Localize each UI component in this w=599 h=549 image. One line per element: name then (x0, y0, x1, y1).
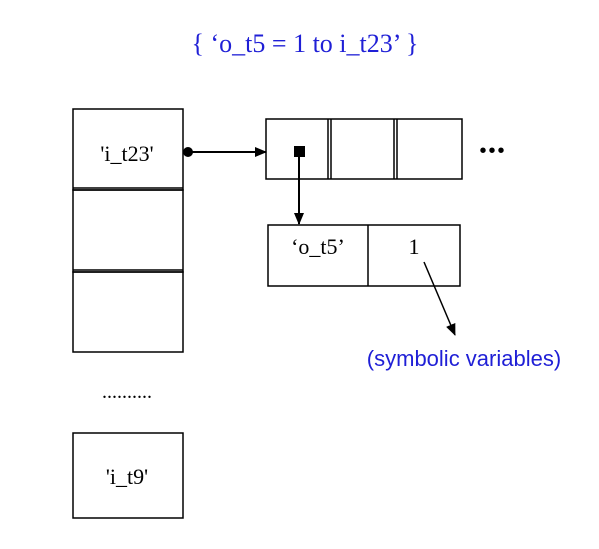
hash-last-cell: 'i_t9' (72, 432, 184, 519)
hash-cell-label: 'i_t23' (100, 141, 153, 166)
hash-last-cell-label: 'i_t9' (106, 464, 148, 489)
slot-array (265, 118, 463, 180)
pair-frame (267, 224, 461, 287)
diagram-title: { ‘o_t5 = 1 to i_t23’ } (192, 29, 419, 58)
array-frame (265, 118, 463, 180)
annotation-arrow (423, 261, 456, 336)
hash-cell-3 (72, 271, 184, 353)
hash-cell-2 (72, 189, 184, 273)
pair-key: ‘o_t5’ (291, 234, 345, 259)
hash-table: 'i_t23' (72, 108, 184, 353)
hash-cell-last (72, 432, 184, 519)
array-continuation: ••• (479, 140, 506, 162)
pair-value: 1 (409, 234, 420, 259)
annotation-label: (symbolic variables) (367, 346, 561, 371)
pair-record: ‘o_t5’ 1 (267, 224, 461, 287)
table-ellipsis: .......... (102, 381, 152, 403)
slot-pointer-square (294, 146, 305, 157)
